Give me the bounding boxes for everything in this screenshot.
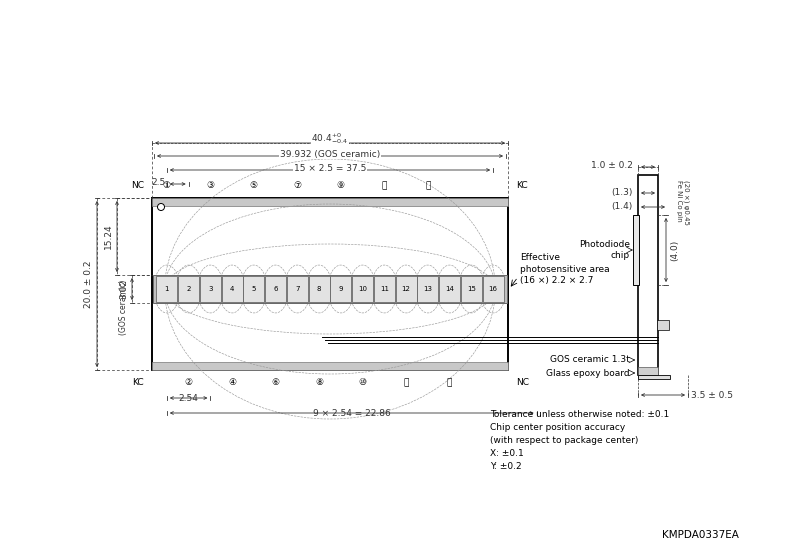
Bar bbox=[657, 320, 669, 330]
Text: KMPDA0337EA: KMPDA0337EA bbox=[662, 530, 739, 540]
Bar bbox=[352, 276, 373, 302]
Bar bbox=[308, 276, 330, 302]
Bar bbox=[200, 276, 221, 302]
Bar bbox=[222, 276, 243, 302]
Text: ①: ① bbox=[163, 181, 171, 190]
Text: 15 × 2.5 = 37.5: 15 × 2.5 = 37.5 bbox=[294, 164, 366, 173]
Bar bbox=[638, 367, 658, 375]
Text: 13: 13 bbox=[423, 286, 433, 292]
Text: NC: NC bbox=[131, 181, 144, 190]
Bar bbox=[287, 276, 308, 302]
Text: 9 × 2.54 = 22.86: 9 × 2.54 = 22.86 bbox=[313, 409, 391, 418]
Text: 39.932 (GOS ceramic): 39.932 (GOS ceramic) bbox=[280, 150, 380, 159]
Text: 1.0 ± 0.2: 1.0 ± 0.2 bbox=[591, 161, 633, 170]
Bar bbox=[243, 276, 265, 302]
Text: ②: ② bbox=[185, 378, 193, 387]
Text: 15.24: 15.24 bbox=[104, 224, 113, 249]
Text: ⑧: ⑧ bbox=[315, 378, 324, 387]
Text: ⑥: ⑥ bbox=[272, 378, 280, 387]
Bar bbox=[374, 276, 395, 302]
Text: 5: 5 bbox=[252, 286, 256, 292]
Text: Photodiode
chip: Photodiode chip bbox=[579, 240, 630, 260]
Text: ⑬: ⑬ bbox=[425, 181, 430, 190]
Text: (GOS ceramic): (GOS ceramic) bbox=[119, 279, 128, 335]
Text: ⑪: ⑪ bbox=[382, 181, 387, 190]
Text: 7: 7 bbox=[295, 286, 300, 292]
Text: ④: ④ bbox=[228, 378, 236, 387]
Bar bbox=[152, 362, 508, 370]
Text: Effective
photosensitive area
(16 ×) 2.2 × 2.7: Effective photosensitive area (16 ×) 2.2… bbox=[520, 253, 610, 285]
Bar bbox=[153, 275, 507, 303]
Text: 3: 3 bbox=[208, 286, 213, 292]
Text: Chip center position accuracy: Chip center position accuracy bbox=[490, 423, 626, 432]
Text: Glass epoxy board: Glass epoxy board bbox=[547, 368, 630, 377]
Text: GOS ceramic 1.3t: GOS ceramic 1.3t bbox=[550, 356, 630, 365]
Text: ⑨: ⑨ bbox=[337, 181, 345, 190]
Text: Tolerance unless otherwise noted: ±0.1: Tolerance unless otherwise noted: ±0.1 bbox=[490, 410, 669, 419]
Text: ③: ③ bbox=[206, 181, 214, 190]
Text: 2.54: 2.54 bbox=[179, 394, 198, 403]
Bar bbox=[265, 276, 286, 302]
Bar bbox=[633, 215, 639, 285]
Text: 8: 8 bbox=[317, 286, 321, 292]
Text: 1: 1 bbox=[165, 286, 169, 292]
Text: ⑦: ⑦ bbox=[293, 181, 301, 190]
Bar bbox=[152, 198, 508, 206]
Text: (1.3): (1.3) bbox=[611, 188, 633, 197]
Text: Y: ±0.2: Y: ±0.2 bbox=[490, 462, 521, 471]
Text: 15: 15 bbox=[467, 286, 476, 292]
Text: 2: 2 bbox=[186, 286, 190, 292]
Text: (1.4): (1.4) bbox=[612, 203, 633, 212]
Text: 14: 14 bbox=[446, 286, 454, 292]
Bar bbox=[330, 276, 351, 302]
Text: ⑤: ⑤ bbox=[249, 181, 258, 190]
Bar bbox=[439, 276, 460, 302]
Text: 9: 9 bbox=[339, 286, 344, 292]
Text: 4: 4 bbox=[230, 286, 234, 292]
Bar bbox=[395, 276, 417, 302]
Bar bbox=[156, 276, 178, 302]
Bar bbox=[152, 198, 508, 370]
Text: 3.5 ± 0.5: 3.5 ± 0.5 bbox=[691, 391, 733, 400]
Text: (20 ×) φ0.45
Fe Ni Co pin: (20 ×) φ0.45 Fe Ni Co pin bbox=[676, 180, 689, 225]
Text: 40.4$^{+0}_{-0.4}$: 40.4$^{+0}_{-0.4}$ bbox=[312, 131, 348, 146]
Bar bbox=[482, 276, 504, 302]
Text: 10: 10 bbox=[358, 286, 367, 292]
Bar bbox=[638, 175, 658, 375]
Text: KC: KC bbox=[516, 181, 528, 190]
Text: 3.02: 3.02 bbox=[119, 279, 128, 299]
Bar bbox=[418, 276, 438, 302]
Bar bbox=[178, 276, 199, 302]
Text: (4.0): (4.0) bbox=[670, 239, 679, 260]
Text: ⑩: ⑩ bbox=[359, 378, 367, 387]
Text: (with respect to package center): (with respect to package center) bbox=[490, 436, 638, 445]
Text: 11: 11 bbox=[380, 286, 389, 292]
Text: X: ±0.1: X: ±0.1 bbox=[490, 449, 524, 458]
Bar bbox=[638, 375, 670, 379]
Text: ⑫: ⑫ bbox=[403, 378, 409, 387]
Text: 12: 12 bbox=[402, 286, 410, 292]
Bar bbox=[461, 276, 482, 302]
Text: ⑭: ⑭ bbox=[447, 378, 453, 387]
Circle shape bbox=[158, 203, 164, 211]
Text: 16: 16 bbox=[489, 286, 497, 292]
Text: NC: NC bbox=[516, 378, 529, 387]
Text: 20.0 ± 0.2: 20.0 ± 0.2 bbox=[84, 260, 93, 308]
Text: KC: KC bbox=[132, 378, 144, 387]
Text: 2.5: 2.5 bbox=[151, 178, 166, 187]
Text: 6: 6 bbox=[273, 286, 278, 292]
